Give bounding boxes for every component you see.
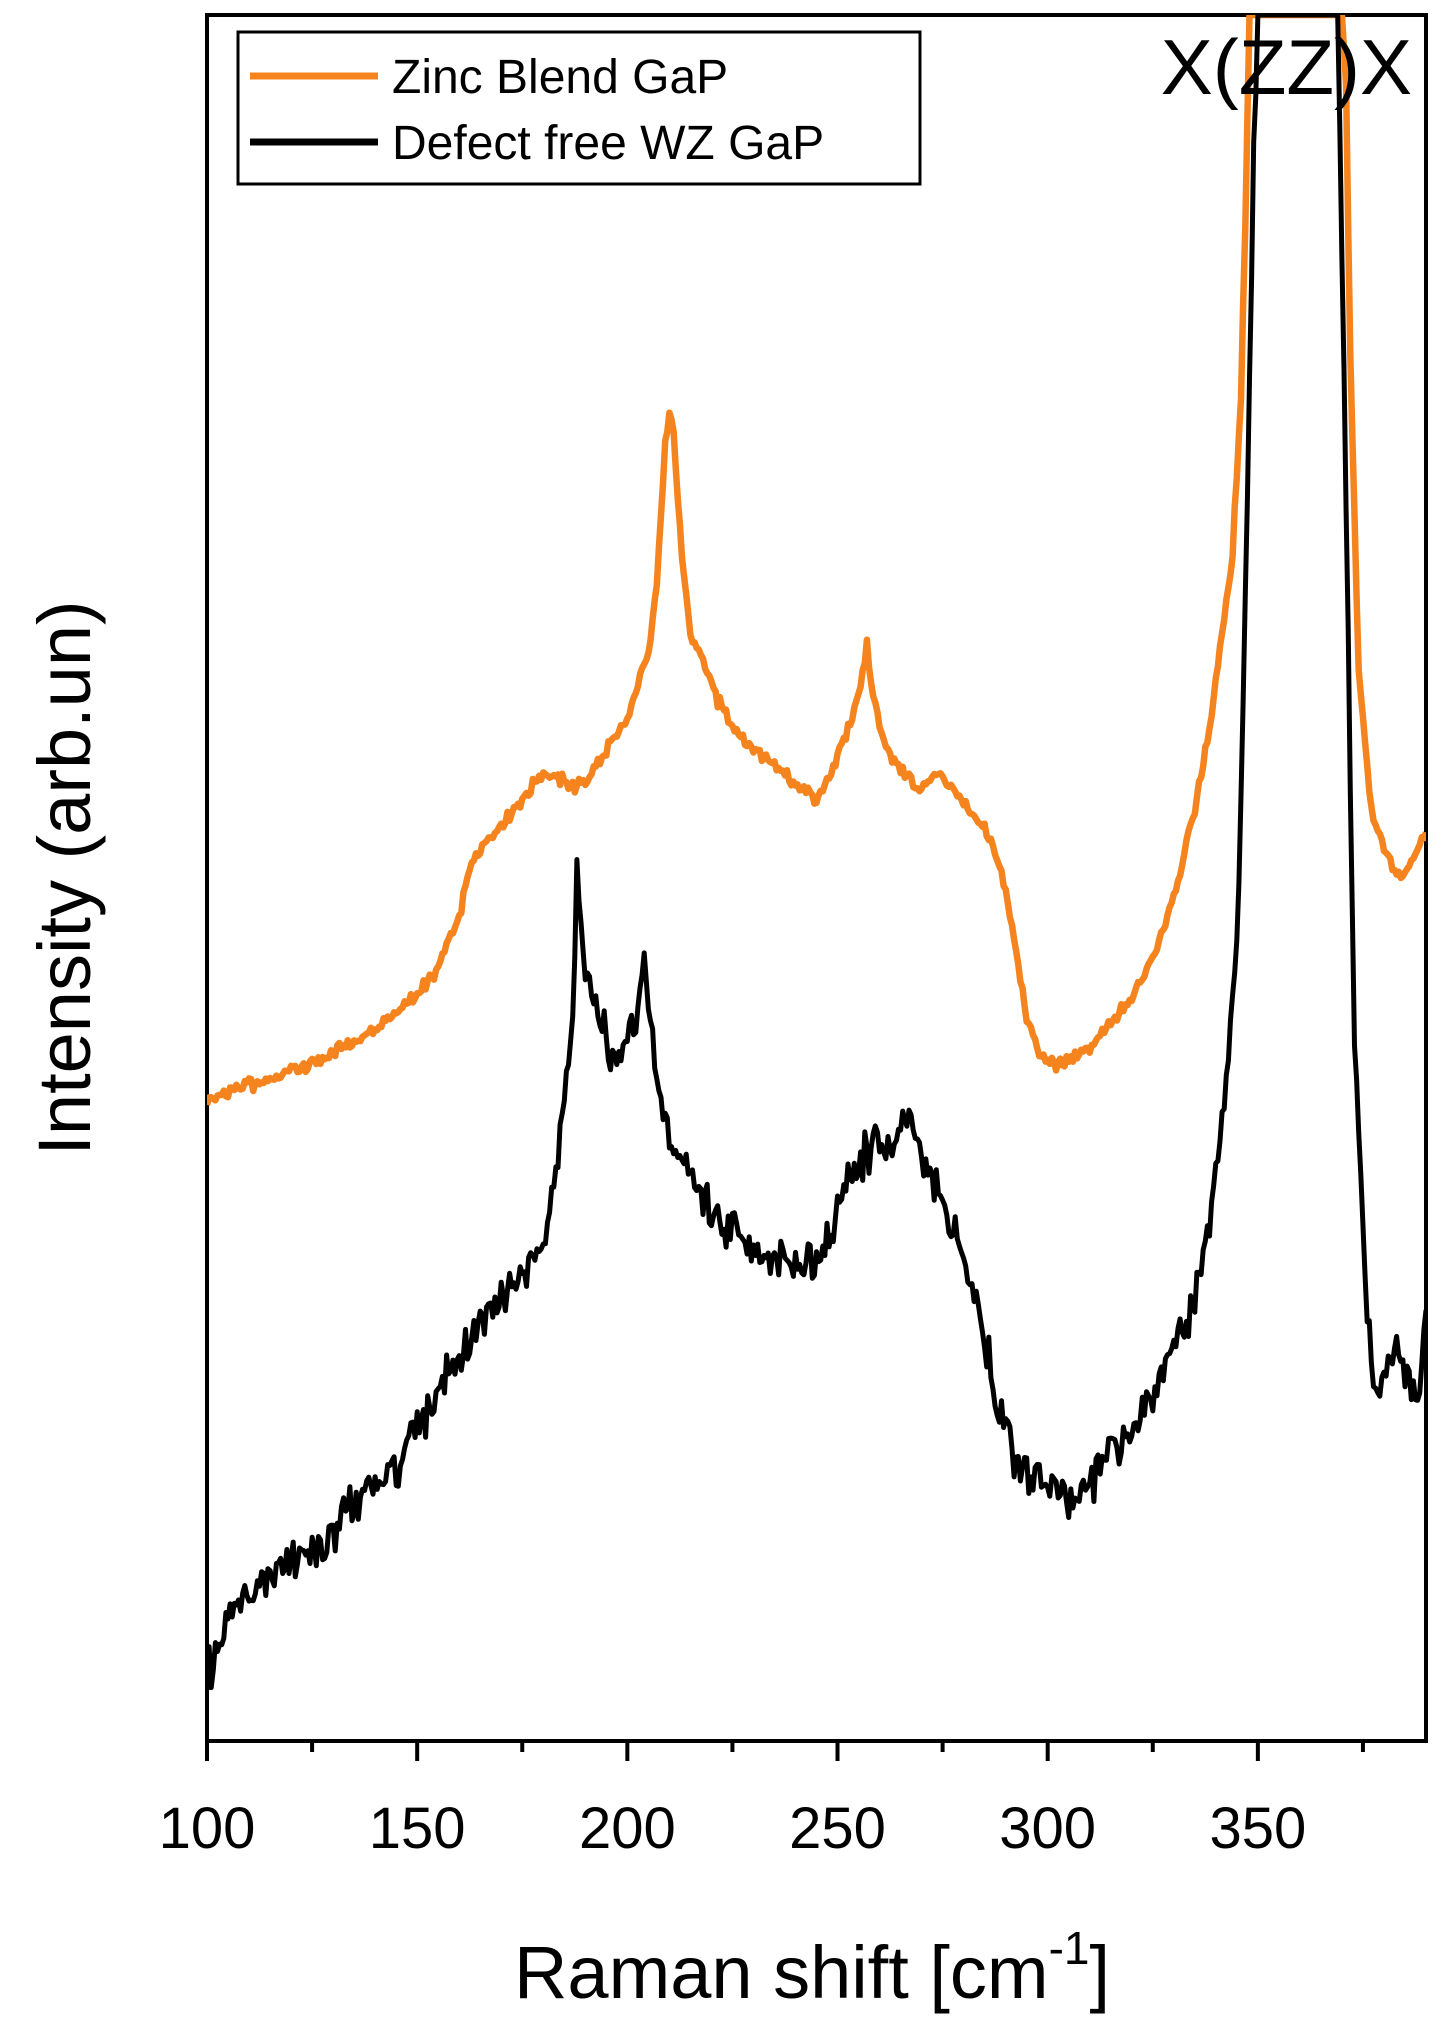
series-zinc-blend-line xyxy=(207,15,1426,1106)
x-axis-title: Raman shift [cm-1] xyxy=(514,1922,1110,2014)
x-tick-label-350: 350 xyxy=(1209,1796,1306,1861)
x-tick-label-300: 300 xyxy=(999,1796,1096,1861)
plot-frame xyxy=(205,13,1428,1743)
y-axis-title: Intensity (arb.un) xyxy=(23,600,106,1155)
x-tick-label-100: 100 xyxy=(159,1796,256,1861)
x-tick-label-200: 200 xyxy=(579,1796,676,1861)
x-tick-label-250: 250 xyxy=(789,1796,886,1861)
x-tick-label-150: 150 xyxy=(369,1796,466,1861)
legend-label-wz: Defect free WZ GaP xyxy=(392,117,824,170)
polarization-annotation: X(ZZ)X xyxy=(1161,23,1412,111)
x-ticks: 100 150 200 250 300 350 xyxy=(159,1741,1365,1861)
series-wz-line xyxy=(207,15,1426,1691)
legend-label-zinc-blend: Zinc Blend GaP xyxy=(392,51,728,104)
series-layer xyxy=(207,15,1426,1691)
legend-box xyxy=(236,30,922,186)
legend: Zinc Blend GaP Defect free WZ GaP xyxy=(236,30,922,186)
